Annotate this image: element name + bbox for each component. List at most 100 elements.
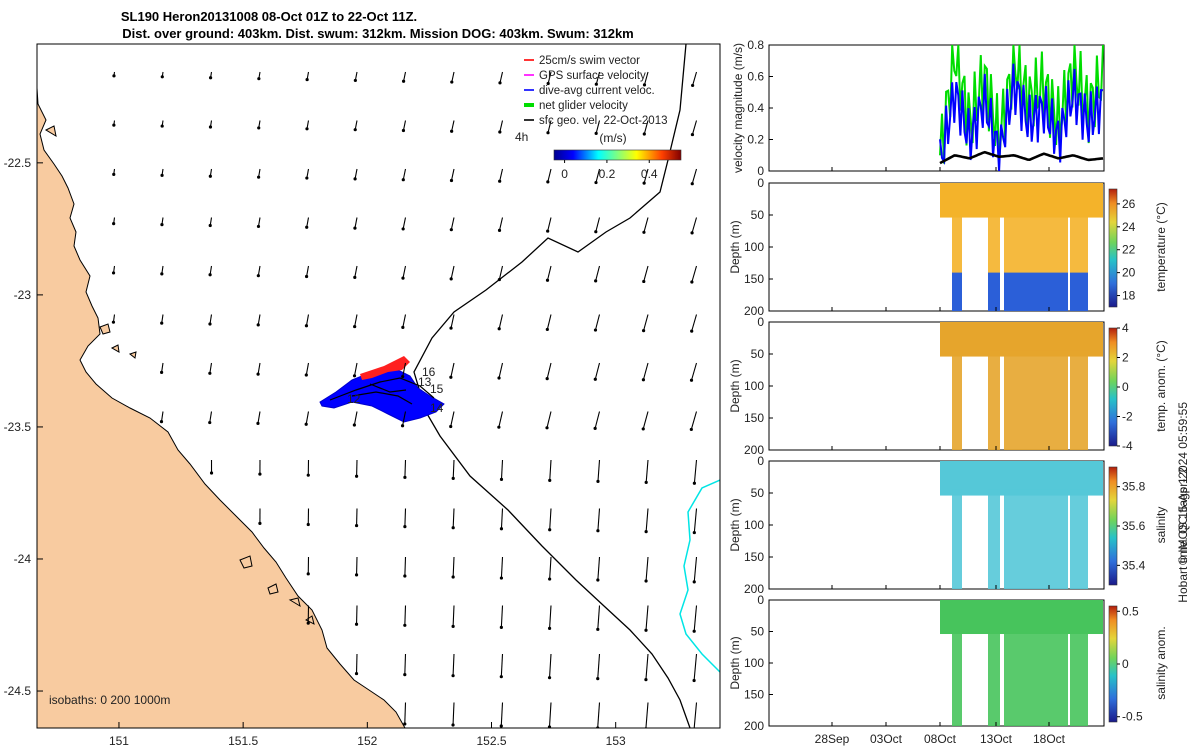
- velocity-vector: [404, 653, 407, 675]
- day-label-13: 13: [418, 375, 432, 389]
- glider-cluster: 16 13 15 12 14: [319, 356, 445, 423]
- velocity-vector: [597, 508, 601, 531]
- heatmap-profile-4-2: [1004, 627, 1068, 726]
- vector-head: [208, 273, 212, 277]
- vector-head: [306, 522, 310, 527]
- date-tick-label: 18Oct: [1033, 732, 1066, 746]
- velocity-vector: [404, 508, 407, 527]
- vector-head: [449, 178, 454, 183]
- vector-head: [352, 374, 357, 378]
- vector-head: [499, 675, 503, 679]
- depth-tick-label: 0: [757, 315, 764, 329]
- velocity-vector: [693, 556, 698, 582]
- vector-head: [499, 625, 503, 629]
- velocity-vector: [450, 265, 455, 279]
- vector-head: [642, 230, 646, 234]
- velocity-ytick-label: 0.8: [747, 38, 764, 52]
- vector-head: [690, 231, 694, 235]
- vector-head: [256, 224, 261, 229]
- vector-head: [353, 177, 357, 181]
- depth-tick-label: 0: [757, 454, 764, 468]
- velocity-vector: [499, 71, 504, 83]
- vector-head: [642, 279, 646, 284]
- colorbar-label-2: temp. anom. (°C): [1154, 340, 1168, 432]
- velocity-vector: [546, 362, 552, 379]
- vector-head: [545, 278, 550, 282]
- vector-head: [353, 128, 357, 132]
- vector-head: [547, 676, 552, 680]
- vector-head: [497, 228, 502, 232]
- colorbar-tick-label: 4: [1122, 321, 1129, 335]
- velocity-vector: [404, 556, 407, 576]
- vector-head: [208, 322, 212, 326]
- vector-head: [304, 324, 309, 328]
- vector-head: [403, 623, 407, 627]
- velocity-vector: [452, 556, 455, 578]
- velocity-vector: [645, 508, 649, 532]
- velocity-vector: [642, 411, 649, 430]
- vector-head: [548, 577, 552, 581]
- velocity-vector: [643, 71, 649, 85]
- vector-head: [497, 425, 501, 429]
- vector-head: [160, 173, 164, 177]
- velocity-vector: [547, 168, 552, 183]
- vector-head: [644, 628, 648, 632]
- vector-head: [353, 275, 357, 279]
- velocity-vector: [690, 362, 698, 381]
- velocity-vector: [549, 556, 552, 580]
- velocity-vector: [402, 120, 407, 131]
- date-tick-label: 03Oct: [870, 732, 903, 746]
- velocity-vector: [452, 508, 455, 528]
- depth-tick-label: 150: [744, 272, 764, 286]
- velocity-vector: [353, 411, 358, 426]
- velocity-vector: [354, 314, 358, 327]
- date-tick-label: 28Sep: [815, 732, 850, 746]
- velocity-vector: [693, 459, 698, 484]
- vector-head: [692, 678, 696, 683]
- vector-head: [642, 83, 647, 87]
- vector-head: [499, 576, 503, 580]
- vector-head: [400, 424, 405, 428]
- vector-head: [159, 420, 164, 424]
- heatmap-profile-2-0: [952, 350, 962, 450]
- velocity-vector: [402, 314, 407, 328]
- velocity-vector: [547, 217, 552, 232]
- velocity-vector: [546, 265, 552, 281]
- velocity-vector: [691, 217, 698, 234]
- depth-tick-label: 0: [757, 593, 764, 607]
- velocity-vector: [500, 508, 504, 529]
- colorbar-tick-label: 0: [1122, 657, 1129, 671]
- velocity-vector: [597, 459, 601, 482]
- vector-head: [450, 80, 454, 84]
- velocity-vector: [451, 71, 455, 83]
- heatmap-profile-3-2: [1004, 489, 1068, 589]
- velocity-vector: [209, 314, 213, 325]
- velocity-vector: [597, 605, 601, 630]
- date-tick-label: 13Oct: [980, 732, 1013, 746]
- velocity-series-1: [939, 63, 1104, 172]
- vector-head: [401, 325, 405, 329]
- vector-head: [498, 130, 502, 134]
- velocity-vector: [450, 217, 455, 230]
- vector-head: [596, 479, 600, 483]
- vector-head: [353, 226, 357, 230]
- vector-head: [449, 228, 453, 232]
- vector-head: [546, 81, 550, 86]
- vector-head: [548, 478, 552, 483]
- colorbar-tick-label: 26: [1122, 197, 1136, 211]
- vector-head: [690, 329, 694, 333]
- velocity-vector: [642, 362, 649, 380]
- depth-tick-label: 100: [744, 656, 764, 670]
- velocity-vector: [450, 362, 455, 378]
- vector-head: [596, 578, 600, 582]
- vector-head: [401, 227, 405, 231]
- velocity-vector: [498, 411, 504, 428]
- map-ytick-label: -23: [14, 288, 32, 302]
- vector-head: [160, 272, 164, 276]
- vector-head: [208, 371, 212, 375]
- velocity-vector: [354, 265, 358, 278]
- vector-head: [112, 172, 116, 176]
- legend-label-gps: GPS surface velocity: [539, 70, 646, 82]
- title-line-1: SL190 Heron20131008 08-Oct 01Z to 22-Oct…: [121, 9, 417, 24]
- vector-head: [499, 724, 503, 728]
